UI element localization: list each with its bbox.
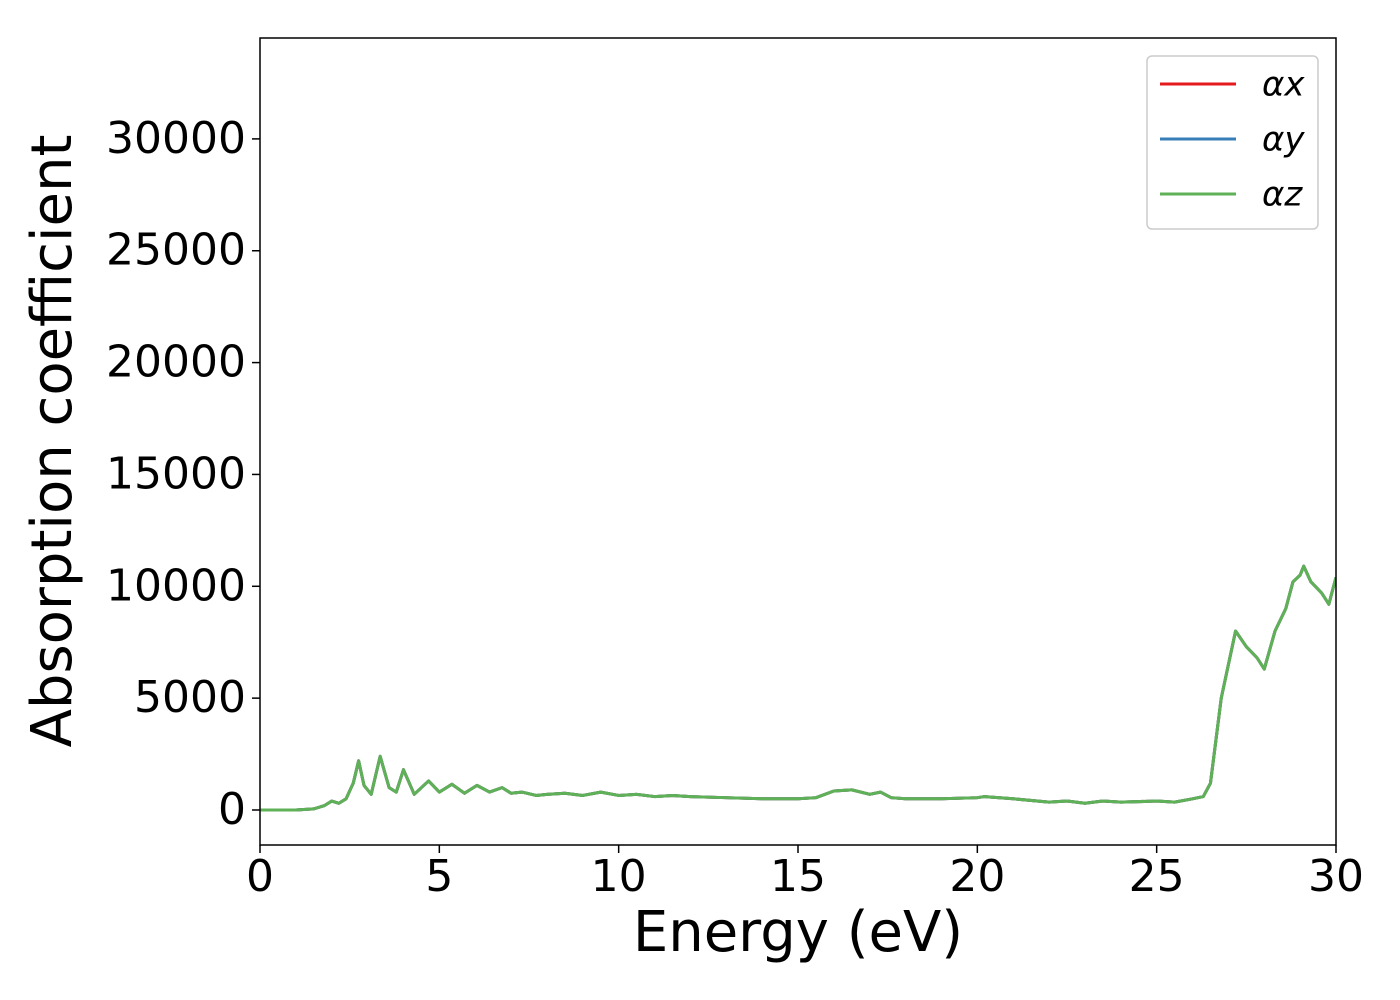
y-tick-label: 10000 [106,560,246,611]
x-tick-label: 0 [246,851,274,902]
x-tick-label: 10 [591,851,647,902]
y-tick-label: 20000 [106,337,246,388]
x-tick-label: 30 [1308,851,1364,902]
series-line [260,564,1336,812]
y-tick-label: 5000 [134,672,246,723]
legend-label: αx [1262,65,1305,105]
x-tick-label: 5 [425,851,453,902]
y-tick-label: 0 [218,784,246,835]
y-tick-label: 25000 [106,225,246,276]
plot-frame [259,37,1337,846]
series-line [260,564,1336,812]
x-tick-label: 20 [949,851,1005,902]
x-axis-label: Energy (eV) [633,900,963,965]
y-axis-label: Absorption coefficient [20,135,85,748]
series-line [260,564,1336,812]
legend-label: αy [1262,120,1305,160]
y-tick-label: 15000 [106,448,246,499]
y-tick-label: 30000 [106,113,246,164]
x-tick-label: 15 [770,851,826,902]
x-tick-label: 25 [1129,851,1185,902]
legend-label: αz [1262,175,1303,215]
legend-box [1146,55,1319,230]
